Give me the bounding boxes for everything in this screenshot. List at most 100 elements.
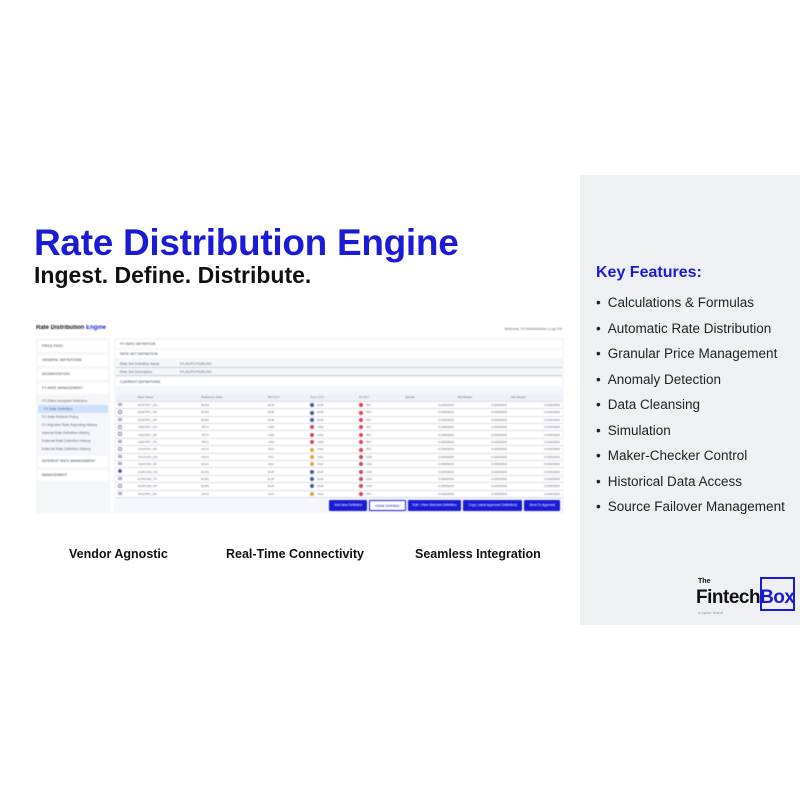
table-cell: 0.00000000 xyxy=(402,416,456,425)
cell-text: EUR xyxy=(317,484,324,489)
action-button[interactable]: Delete Definition xyxy=(369,500,406,511)
table-cell: EUR/TRY_ON xyxy=(136,401,200,410)
table-row[interactable]: XAU/TRY_SP XAU1 XAU XAU TRY 0.00000000 0.00000… xyxy=(116,490,562,498)
select-cell xyxy=(116,467,136,476)
cell-text: EUR xyxy=(267,476,275,481)
field-row: Rate Set Definition Name FX-AUTO-PUBLISH xyxy=(116,360,562,368)
sidebar-subitem[interactable]: FX Rates Accepted Selection xyxy=(42,398,88,403)
cell-text: EUR xyxy=(317,417,324,422)
row-radio[interactable] xyxy=(118,476,122,481)
currency-flag-icon xyxy=(358,403,363,408)
cell-text: USD xyxy=(365,484,373,489)
table-row[interactable]: EUR/USD_ON EUR1 EUR EUR USD 0.00000000 0.00000… xyxy=(116,467,562,476)
cell-text: EUR1 xyxy=(201,417,210,422)
row-radio[interactable] xyxy=(118,491,122,496)
table-row[interactable]: EUR/USD_SP EUR1 EUR EUR USD 0.00000000 0.00000… xyxy=(116,482,562,491)
cell-text: XAU xyxy=(317,447,324,452)
sidebar-subitem[interactable]: External Rate Definition History xyxy=(42,446,91,451)
action-button[interactable]: Add New Definition xyxy=(329,500,368,511)
feature-item: Anomaly Detection xyxy=(596,372,785,398)
table-row[interactable]: USD/TRY_TN TRY1 USD USD TRY 0.00000000 0.00000… xyxy=(116,438,562,447)
cell-text: EUR1 xyxy=(201,476,210,481)
table-cell: USD xyxy=(265,438,309,447)
sidebar-subitem[interactable]: External Rate Definition History xyxy=(42,438,91,443)
cell-text: TRY1 xyxy=(201,440,209,445)
action-button[interactable]: Send To Approval xyxy=(524,500,560,511)
table-row[interactable]: EUR/USD_TN EUR1 EUR EUR USD 0.00000000 0.00000… xyxy=(116,475,562,484)
sidebar-subitem[interactable]: FX Rate Refresh Policy xyxy=(42,414,79,419)
row-radio[interactable] xyxy=(118,469,122,473)
table-row[interactable]: EUR/TRY_TN EUR1 EUR EUR TRY 0.00000000 0.00000… xyxy=(116,408,562,417)
table-cell: 0.00000000 xyxy=(508,401,562,410)
table-cell: EUR xyxy=(265,401,309,410)
table-cell: 0.00000000 xyxy=(508,430,562,439)
cell-text: EUR xyxy=(317,476,324,481)
table-row[interactable]: USD/TRY_ON TRY1 USD USD TRY 0.00000000 0.00000… xyxy=(116,423,562,432)
row-radio[interactable] xyxy=(118,432,122,436)
row-radio[interactable] xyxy=(118,439,122,444)
column-header: To CCY xyxy=(356,394,403,402)
sidebar-item[interactable]: INTEREST RATE MANAGEMENT xyxy=(38,456,108,467)
table-cell: 0.00000000 xyxy=(508,408,562,417)
row-radio[interactable] xyxy=(118,461,122,466)
sidebar-subitem[interactable]: Internal Rate Definition History xyxy=(42,430,90,435)
currency-flag-icon xyxy=(358,417,363,422)
cell-text: TRY1 xyxy=(201,425,209,430)
row-radio[interactable] xyxy=(118,417,122,422)
table-cell: 0.00000000 xyxy=(402,467,456,476)
app-screenshot: Rate Distribution Engine Welcome, FX Adm… xyxy=(34,320,566,515)
row-radio[interactable] xyxy=(118,454,122,459)
row-radio[interactable] xyxy=(118,425,122,429)
cell-text: EUR/USD_TN xyxy=(138,476,158,481)
table-cell: TRY xyxy=(356,438,403,447)
table-row[interactable]: EUR/TRY_SP EUR1 EUR EUR TRY 0.00000000 0.00000… xyxy=(116,416,562,425)
row-radio[interactable] xyxy=(118,402,122,407)
table-cell: USD xyxy=(356,482,403,491)
feature-item: Calculations & Formulas xyxy=(596,295,785,321)
table-row[interactable]: EUR/TRY_ON EUR1 EUR EUR TRY 0.00000000 0.00000… xyxy=(116,401,562,410)
table-cell: TRY xyxy=(356,401,403,410)
sidebar-item[interactable]: SEGMENTATION xyxy=(38,369,108,380)
sidebar-subitem[interactable]: FX Rate Definition xyxy=(38,405,108,413)
sidebar-subitem[interactable]: FX Adjusted Rate Reporting History xyxy=(42,422,98,427)
table-cell: 0.00000000 xyxy=(455,482,509,491)
table-cell: EUR/TRY_TN xyxy=(136,408,200,417)
sidebar-item[interactable]: PRICE FEED xyxy=(38,341,108,352)
cell-text: EUR xyxy=(317,402,324,407)
cell-text: USD/TRY_ON xyxy=(138,425,158,430)
table-cell: XAU xyxy=(265,490,309,498)
page-title: Rate Distribution Engine xyxy=(34,222,459,263)
table-cell: 0.00000000 xyxy=(455,460,509,469)
sidebar-item[interactable]: GENERAL DEFINITIONS xyxy=(38,355,108,366)
cell-text: EUR/TRY_ON xyxy=(138,403,158,408)
table-cell: TRY xyxy=(356,423,403,432)
table-row[interactable]: USD/TRY_SP TRY1 USD USD TRY 0.00000000 0.00000… xyxy=(116,430,562,439)
sidebar-item[interactable]: MANAGEMENT xyxy=(38,470,108,481)
currency-flag-icon xyxy=(358,462,363,467)
row-radio[interactable] xyxy=(118,447,122,451)
app-sidebar: PRICE FEED GENERAL DEFINITIONS SEGMENTATIO… xyxy=(36,338,110,513)
row-radio[interactable] xyxy=(118,410,122,414)
table-row[interactable]: XAU/USD_ON XAU1 XAU XAU USD 0.00000000 0.00000… xyxy=(116,453,562,462)
table-cell: EUR xyxy=(308,475,357,484)
row-radio[interactable] xyxy=(118,484,122,488)
table-cell: 0.00000000 xyxy=(455,438,509,447)
cell-text: XAU xyxy=(317,454,324,459)
sidebar-item[interactable]: FX RATE MANAGEMENT xyxy=(38,383,108,394)
action-button[interactable]: Edit / View Selected Definition xyxy=(407,500,462,511)
cell-text: EUR xyxy=(267,410,275,415)
table-row[interactable]: XAU/USD_SP XAU1 XAU XAU USD 0.00000000 0.00000… xyxy=(116,460,562,469)
action-button[interactable]: Copy Latest Approved Definitions xyxy=(463,500,523,511)
table-cell: EUR xyxy=(308,482,357,491)
table-cell: TRY xyxy=(356,430,403,439)
cell-text: EUR xyxy=(267,484,275,489)
currency-flag-icon xyxy=(310,447,315,452)
select-cell xyxy=(116,430,136,439)
table-cell: 0.00000000 xyxy=(402,401,456,410)
cell-text: TRY xyxy=(365,425,372,430)
table-cell: 0.00000000 xyxy=(455,475,509,484)
table-cell: 0.00000000 xyxy=(508,460,562,469)
table-row[interactable]: XAU/TRY_ON XAU1 XAU XAU TRY 0.00000000 0.00000… xyxy=(116,445,562,454)
table-cell: EUR1 xyxy=(199,475,266,484)
table-cell: EUR xyxy=(265,475,309,484)
